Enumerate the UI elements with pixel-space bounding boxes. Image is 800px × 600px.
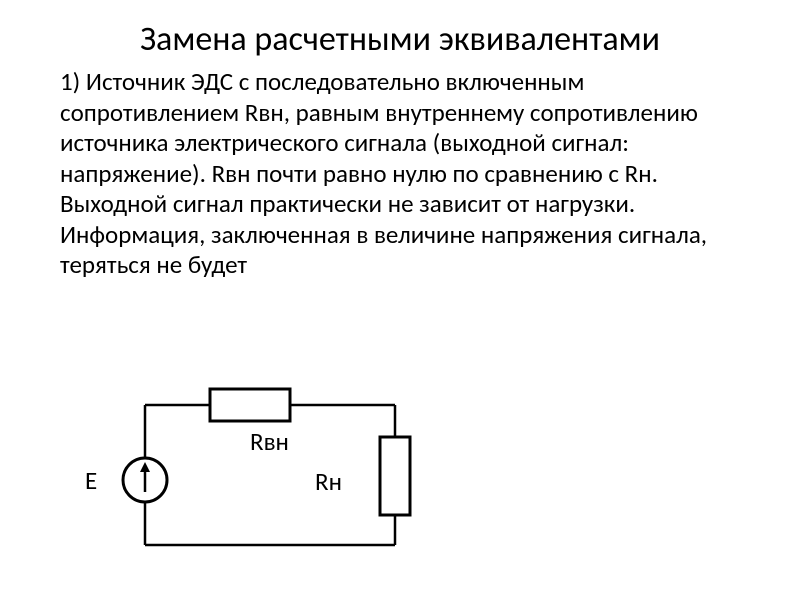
circuit-svg: Rвн Rн [115, 395, 495, 580]
slide: Замена расчетными эквивалентами 1) Источ… [0, 0, 800, 600]
resistor-rn-icon [380, 437, 410, 515]
label-rn: Rн [315, 466, 342, 497]
slide-title: Замена расчетными эквивалентами [60, 20, 740, 59]
label-rvn: Rвн [250, 426, 289, 457]
resistor-rvn-icon [210, 389, 290, 421]
label-E: E [85, 465, 97, 496]
body-text: 1) Источник ЭДС с последовательно включе… [60, 67, 740, 281]
circuit-diagram: E Rвн Rн [115, 395, 495, 580]
list-number: 1) [60, 66, 80, 97]
paragraph-text: Источник ЭДС с последовательно включенны… [60, 66, 707, 280]
